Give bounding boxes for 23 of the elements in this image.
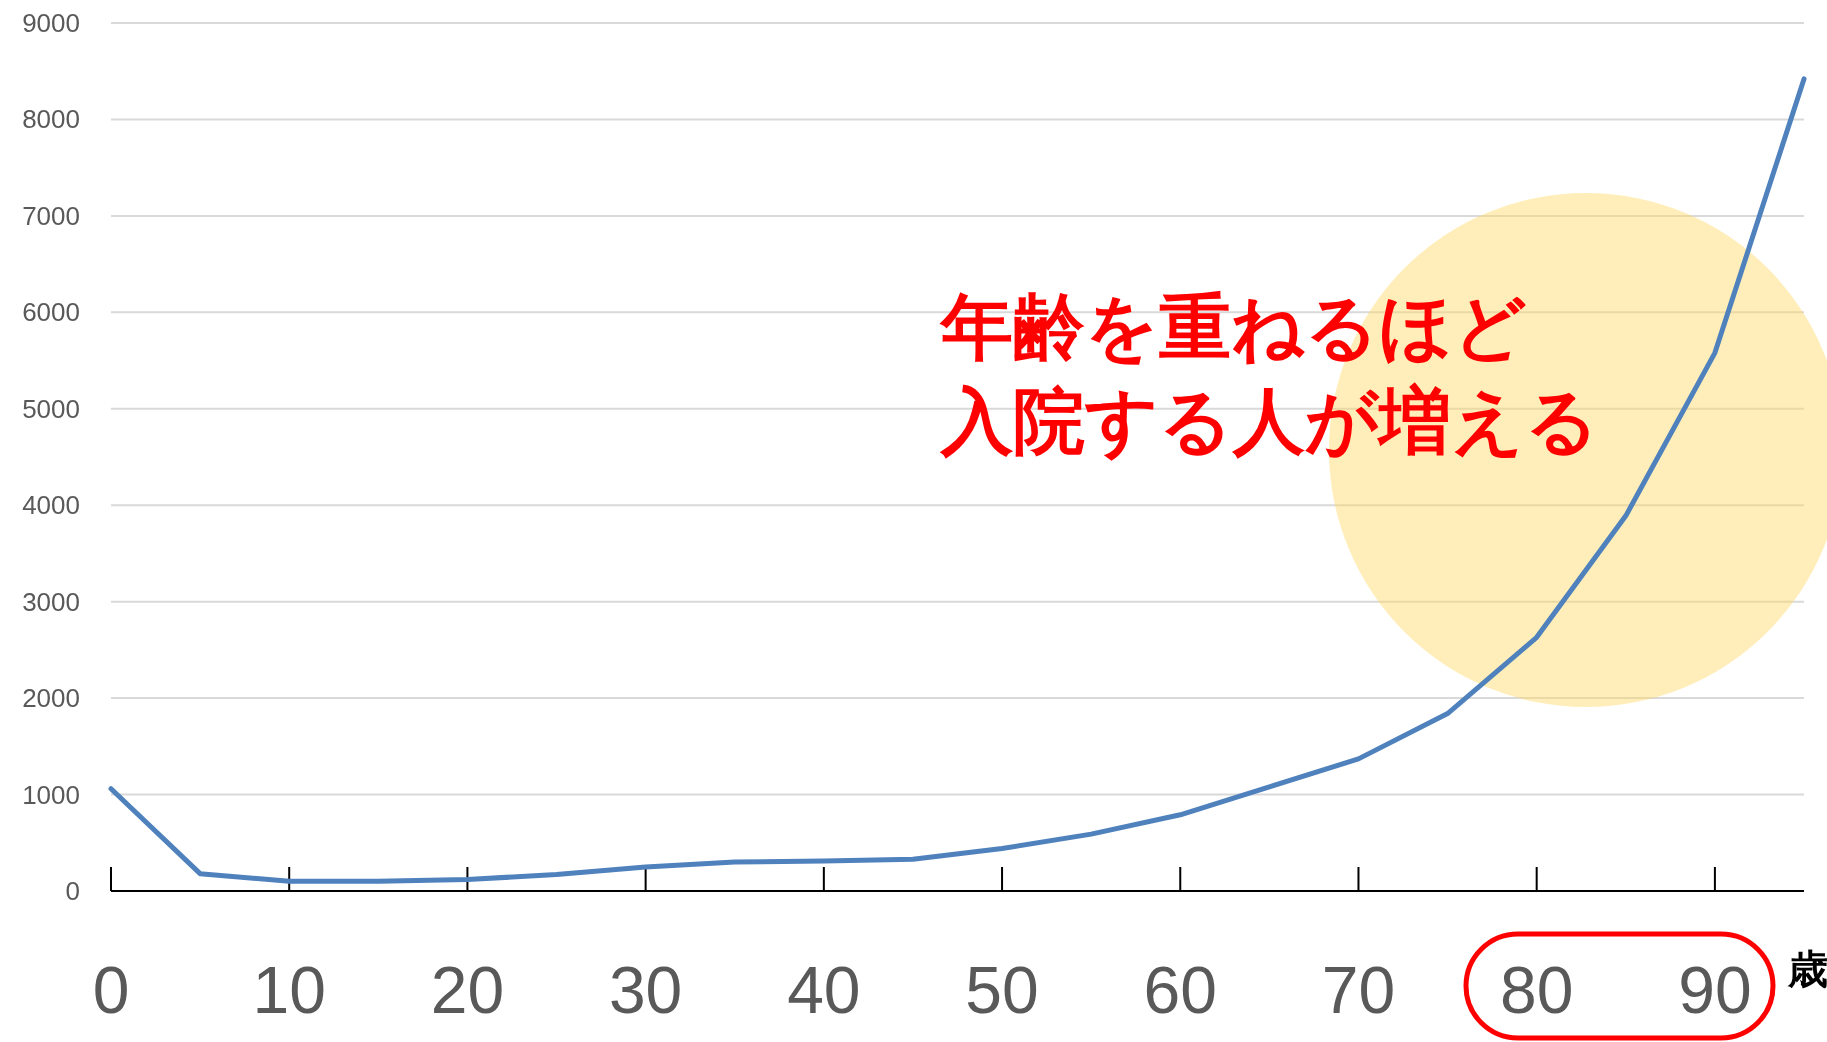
y-tick-label: 5000 (22, 393, 80, 424)
y-tick-label: 3000 (22, 586, 80, 617)
y-tick-label: 4000 (22, 490, 80, 521)
x-axis-title: 歳 (1787, 947, 1827, 991)
y-tick-label: 8000 (22, 104, 80, 135)
x-tick-label: 10 (252, 953, 326, 1027)
x-tick-label: 0 (92, 953, 130, 1027)
y-tick-label: 2000 (22, 683, 80, 714)
x-tick-label: 50 (965, 953, 1039, 1027)
x-tick-label: 20 (430, 953, 505, 1027)
y-tick-label: 9000 (22, 8, 80, 38)
annotation: 入院する人が増える (939, 381, 1599, 461)
x-tick-label: 30 (608, 953, 683, 1027)
y-tick-label: 7000 (22, 200, 80, 231)
y-tick-label: 1000 (22, 779, 80, 810)
x-tick-label: 40 (787, 953, 861, 1027)
annotation: 年齢を重ねるほど (939, 287, 1527, 367)
x-tick-label: 70 (1321, 953, 1396, 1027)
x-tick-label: 60 (1143, 953, 1217, 1027)
x-tick-label: 80 (1499, 953, 1574, 1027)
x-tick-label: 90 (1678, 953, 1752, 1027)
y-tick-label: 0 (65, 876, 80, 906)
y-tick-label: 6000 (22, 297, 80, 328)
